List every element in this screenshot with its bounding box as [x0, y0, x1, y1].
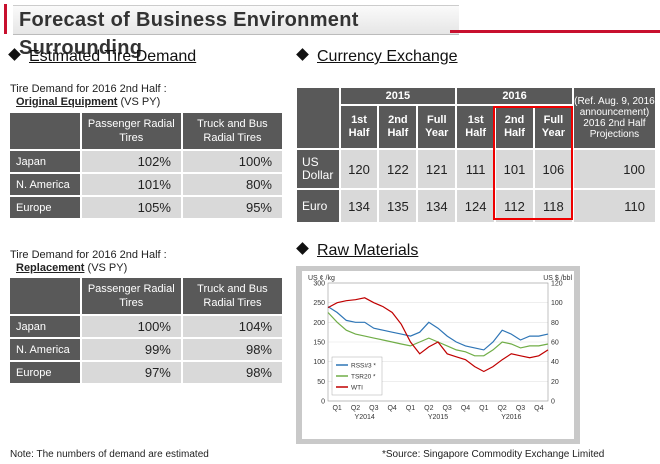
header-accent-bar — [4, 4, 7, 34]
y-tick-label: 0 — [321, 399, 325, 406]
y2-tick-label: 20 — [551, 379, 559, 386]
demand-note: Note: The numbers of demand are estimate… — [10, 449, 209, 460]
raw-materials-chart-svg: 0 50 100 150 200 250 300 0 20 40 60 80 100 120 US ¢ /k… — [308, 275, 572, 421]
projection-header: (Ref. Aug. 9, 2016 announcement) 2016 2n… — [571, 86, 658, 150]
x-tick-label: Q3 — [442, 405, 451, 412]
page-title: Forecast of Business Environment Surroun… — [13, 5, 459, 59]
y-tick-label: 300 — [313, 281, 325, 288]
oe-demand-table: Passenger Radial Tires Truck and Bus Rad… — [8, 111, 285, 220]
header-divider — [450, 30, 660, 33]
raw-materials-chart: 0 50 100 150 200 250 300 0 20 40 60 80 100 120 US ¢ /k… — [302, 271, 574, 439]
series-line — [327, 306, 549, 351]
table-row: N. America 101% 80% — [8, 172, 285, 197]
table-row: Japan 102% 100% — [8, 149, 285, 174]
diamond-bullet-icon — [8, 48, 21, 61]
y-tick-label: 200 — [313, 320, 325, 327]
series-line — [327, 312, 549, 357]
currency-heading: Currency Exchange — [296, 48, 458, 66]
series-line — [327, 297, 549, 373]
raw-materials-heading: Raw Materials — [296, 242, 418, 260]
highlight-box — [493, 106, 573, 220]
x-year-label: Y2015 — [428, 414, 448, 421]
x-tick-label: Q2 — [424, 405, 433, 412]
page-header: Forecast of Business Environment Surroun… — [0, 0, 660, 59]
x-year-label: Y2016 — [501, 414, 521, 421]
table-row: N. America 99% 98% — [8, 337, 285, 362]
plot-frame — [327, 282, 549, 402]
x-tick-label: Q4 — [387, 405, 396, 412]
diamond-bullet-icon — [296, 242, 309, 255]
y2-tick-label: 80 — [551, 320, 559, 327]
x-tick-label: Q1 — [406, 405, 415, 412]
y-tick-label: 150 — [313, 340, 325, 347]
y2-tick-label: 100 — [551, 300, 563, 307]
table-row: Europe 105% 95% — [8, 195, 285, 220]
x-year-label: Y2014 — [355, 414, 375, 421]
y-axis-title: US ¢ /kg — [308, 275, 335, 282]
year-2015-header: 2015 — [338, 86, 458, 106]
y2-tick-label: 0 — [551, 399, 555, 406]
diamond-bullet-icon — [296, 48, 309, 61]
y2-tick-label: 40 — [551, 359, 559, 366]
table-row: US Dollar 120 122 121 111 101 106 100 — [295, 148, 658, 190]
x-tick-label: Q4 — [461, 405, 470, 412]
legend-label: TSR20 * — [351, 374, 376, 381]
x-tick-label: Q2 — [497, 405, 506, 412]
raw-materials-chart-frame: 0 50 100 150 200 250 300 0 20 40 60 80 100 120 US ¢ /k… — [296, 266, 580, 444]
table-row: Europe 97% 98% — [8, 360, 285, 385]
chart-source: *Source: Singapore Commodity Exchange Li… — [382, 449, 605, 460]
x-tick-label: Q1 — [332, 405, 341, 412]
x-tick-label: Q2 — [351, 405, 360, 412]
y-tick-label: 250 — [313, 300, 325, 307]
year-2016-header: 2016 — [455, 86, 574, 106]
tire-demand-heading: Estimated Tire Demand — [8, 48, 196, 66]
rep-col-truck-bus: Truck and Bus Radial Tires — [180, 276, 285, 316]
legend-box — [331, 356, 383, 396]
y2-tick-label: 120 — [551, 281, 563, 288]
y-tick-label: 50 — [317, 379, 325, 386]
oe-col-passenger: Passenger Radial Tires — [79, 111, 183, 151]
y-tick-label: 100 — [313, 359, 325, 366]
x-tick-label: Q3 — [516, 405, 525, 412]
rep-col-passenger: Passenger Radial Tires — [79, 276, 183, 316]
x-tick-label: Q1 — [479, 405, 488, 412]
table-row: Euro 134 135 134 124 112 118 110 — [295, 188, 658, 224]
y2-axis-title: US $ /bbl — [543, 275, 572, 282]
x-tick-label: Q3 — [369, 405, 378, 412]
table-row: Japan 100% 104% — [8, 314, 285, 339]
oe-col-truck-bus: Truck and Bus Radial Tires — [180, 111, 285, 151]
currency-table: 2015 2016 (Ref. Aug. 9, 2016 announcemen… — [295, 86, 658, 224]
legend-label: RSS#3 * — [351, 363, 376, 370]
y2-tick-label: 60 — [551, 340, 559, 347]
replacement-demand-table: Passenger Radial Tires Truck and Bus Rad… — [8, 276, 285, 385]
oe-caption: Tire Demand for 2016 2nd Half : Original… — [10, 83, 167, 108]
legend-label: WTI — [351, 385, 363, 392]
replacement-caption: Tire Demand for 2016 2nd Half : Replacem… — [10, 249, 167, 274]
x-tick-label: Q4 — [534, 405, 543, 412]
